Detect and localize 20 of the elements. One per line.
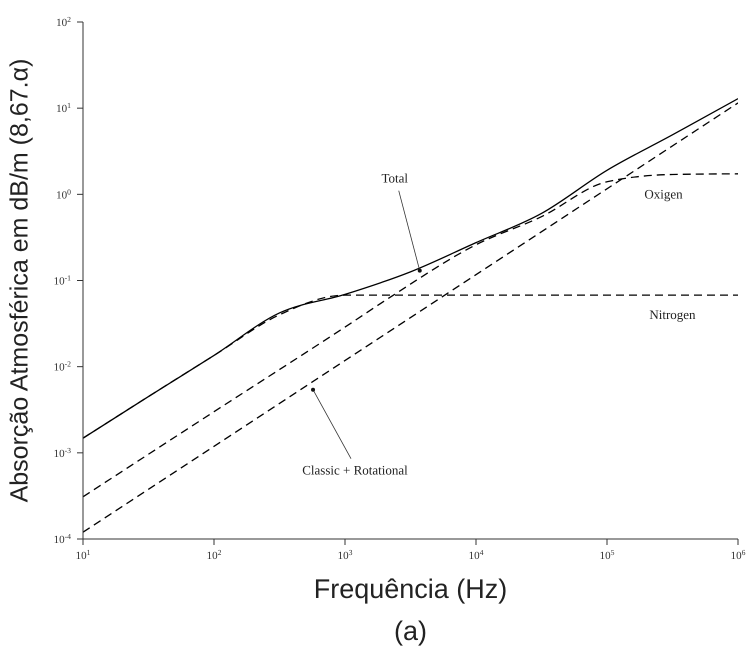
x-tick-label: 10$^{4}$ [468,548,484,562]
y-tick-label: 10$^{-1}$ [54,273,72,288]
x-tick-label: 10$^{6}$ [730,548,746,562]
annotation: Classic + Rotational [302,462,408,478]
annotation: Nitrogen [649,307,696,322]
x-tick-label: 10$^{5}$ [600,548,615,562]
x-tick-label: 10$^{1}$ [76,548,91,562]
y-tick-label: 10$^{-3}$ [54,445,72,460]
y-axis-title: Absorção Atmosférica em dB/m (8,67.α) [6,58,34,502]
x-tick-label: 10$^{2}$ [206,548,222,562]
y-tick-label: 10$^{2}$ [56,14,72,29]
text: (a) [393,616,428,647]
y-tick-label: 10$^{1}$ [56,100,72,116]
y-tick-label: 10$^{-2}$ [54,359,72,374]
y-tick-label: 10$^{-4}$ [54,532,72,546]
annotation: Total [381,170,408,186]
y-tick-label: 10$^{0}$ [56,186,72,202]
x-axis-title: Frequência (Hz) [312,574,508,605]
x-tick-label: 10$^{3}$ [338,548,353,562]
annotation: Oxigen [644,186,684,202]
